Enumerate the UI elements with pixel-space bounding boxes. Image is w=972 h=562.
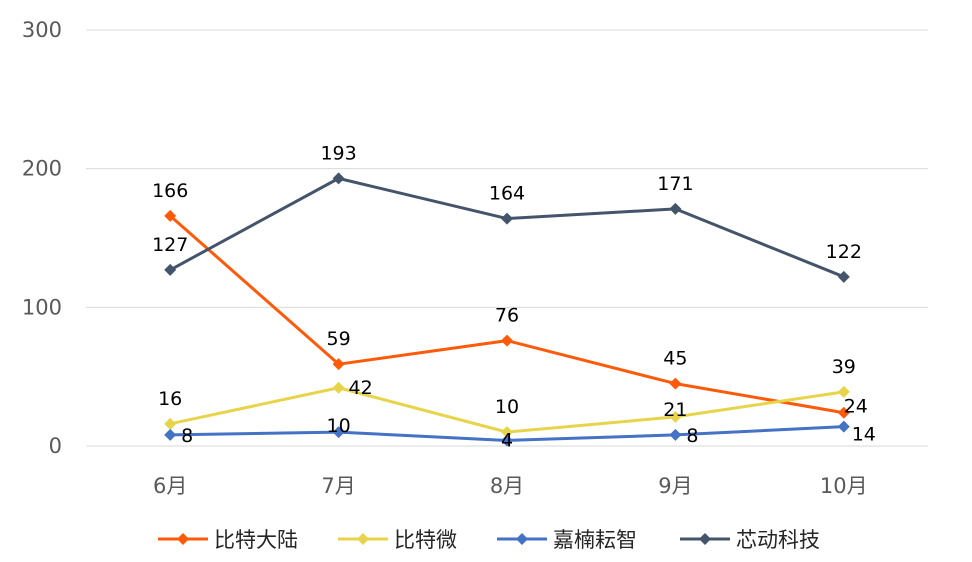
data-label: 164 [489, 183, 525, 205]
data-point [669, 428, 682, 441]
x-tick-label: 8月 [490, 474, 524, 498]
data-point [332, 172, 345, 185]
data-label: 42 [349, 377, 373, 399]
legend-label: 嘉楠耘智 [553, 528, 637, 552]
data-point [501, 426, 513, 439]
data-label: 16 [158, 388, 182, 410]
data-label: 14 [852, 424, 876, 446]
legend-marker [516, 533, 528, 545]
data-point [669, 202, 682, 215]
data-point [837, 270, 850, 283]
data-point [332, 426, 345, 439]
data-point [501, 212, 513, 225]
gridlines [86, 29, 928, 447]
data-point [164, 263, 177, 276]
x-tick-label: 10月 [820, 474, 868, 498]
series [164, 172, 850, 447]
data-point [164, 417, 177, 430]
legend-marker [357, 533, 369, 545]
data-point [501, 334, 513, 347]
data-label: 21 [663, 399, 687, 421]
data-point [332, 358, 345, 371]
data-label: 166 [152, 180, 188, 202]
data-point [669, 377, 682, 390]
data-label: 45 [663, 348, 687, 370]
data-label: 76 [495, 305, 519, 327]
data-label: 171 [657, 173, 693, 195]
data-point [164, 209, 177, 222]
data-point [837, 385, 850, 398]
data-label: 4 [501, 429, 513, 451]
data-label: 10 [495, 396, 519, 418]
legend-marker [177, 533, 189, 545]
data-label: 127 [152, 234, 188, 256]
y-tick-label: 100 [22, 295, 62, 319]
data-label: 122 [826, 241, 862, 263]
y-tick-label: 300 [22, 18, 62, 42]
data-point [332, 381, 345, 394]
data-point [837, 406, 850, 419]
data-point [837, 420, 850, 433]
legend-item: 比特微 [338, 528, 457, 552]
legend-item: 芯动科技 [680, 528, 820, 552]
x-axis-ticks: 6月 7月 8月 9月 10月 [153, 474, 868, 498]
data-label: 24 [844, 396, 868, 418]
data-label: 10 [327, 415, 351, 437]
data-label: 193 [320, 142, 356, 164]
data-point [164, 428, 177, 441]
data-label: 8 [181, 425, 193, 447]
legend-item: 嘉楠耘智 [497, 528, 637, 552]
legend-label: 芯动科技 [736, 528, 820, 552]
data-label: 39 [832, 356, 856, 378]
data-point [501, 434, 513, 447]
x-tick-label: 6月 [153, 474, 187, 498]
legend-label: 比特微 [394, 528, 457, 552]
y-tick-label: 200 [22, 157, 62, 181]
legend-marker [699, 533, 711, 545]
data-point [669, 410, 682, 423]
y-tick-label: 0 [49, 434, 62, 458]
data-label: 8 [686, 425, 698, 447]
x-tick-label: 7月 [321, 474, 355, 498]
legend-label: 比特大陆 [214, 528, 298, 552]
data-labels: 166 59 76 45 24 16 42 10 21 39 8 10 4 8 14 127 193 164 171… [152, 142, 876, 451]
x-tick-label: 9月 [658, 474, 692, 498]
y-axis-ticks: 0 100 200 300 [22, 18, 62, 458]
legend: 比特大陆 比特微 嘉楠耘智 芯动科技 [158, 528, 820, 552]
legend-item: 比特大陆 [158, 528, 298, 552]
data-label: 59 [327, 328, 351, 350]
